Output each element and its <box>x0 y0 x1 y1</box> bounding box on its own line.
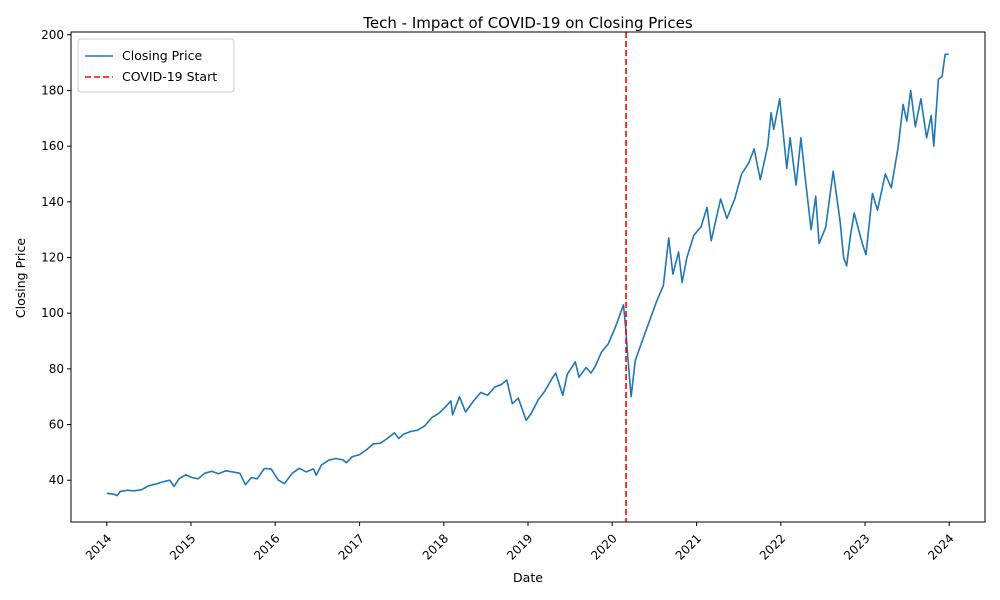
legend-box <box>77 38 235 93</box>
legend-label-covid-start: COVID-19 Start <box>122 69 217 84</box>
x-tick-label: 2021 <box>673 531 704 562</box>
x-tick-label: 2018 <box>420 531 451 562</box>
x-tick-label: 2019 <box>504 531 535 562</box>
x-tick-label: 2023 <box>841 531 872 562</box>
plot-content <box>106 32 949 522</box>
legend: Closing Price COVID-19 Start <box>77 38 235 93</box>
x-axis-label: Date <box>513 570 543 585</box>
series-line-closing-price <box>106 53 949 497</box>
x-tick-label: 2015 <box>167 531 198 562</box>
y-tick-label: 120 <box>41 251 64 265</box>
y-tick-label: 200 <box>41 28 64 42</box>
y-tick-label: 40 <box>49 473 64 487</box>
legend-label-closing-price: Closing Price <box>122 48 202 63</box>
y-tick-label: 160 <box>41 139 64 153</box>
chart-title: Tech - Impact of COVID-19 on Closing Pri… <box>362 14 693 32</box>
y-tick-label: 100 <box>41 306 64 320</box>
x-tick-label: 2016 <box>251 531 282 562</box>
y-axis-label: Closing Price <box>13 238 28 318</box>
x-tick-label: 2022 <box>757 531 788 562</box>
y-tick-label: 140 <box>41 195 64 209</box>
x-tick-label: 2014 <box>83 531 114 562</box>
x-tick-label: 2024 <box>925 531 956 562</box>
x-tick-label: 2017 <box>336 531 367 562</box>
y-tick-label: 180 <box>41 83 64 97</box>
y-tick-label: 80 <box>49 362 64 376</box>
y-tick-label: 60 <box>49 418 64 432</box>
x-tick-label: 2020 <box>588 531 619 562</box>
plot-area-background <box>71 32 985 522</box>
